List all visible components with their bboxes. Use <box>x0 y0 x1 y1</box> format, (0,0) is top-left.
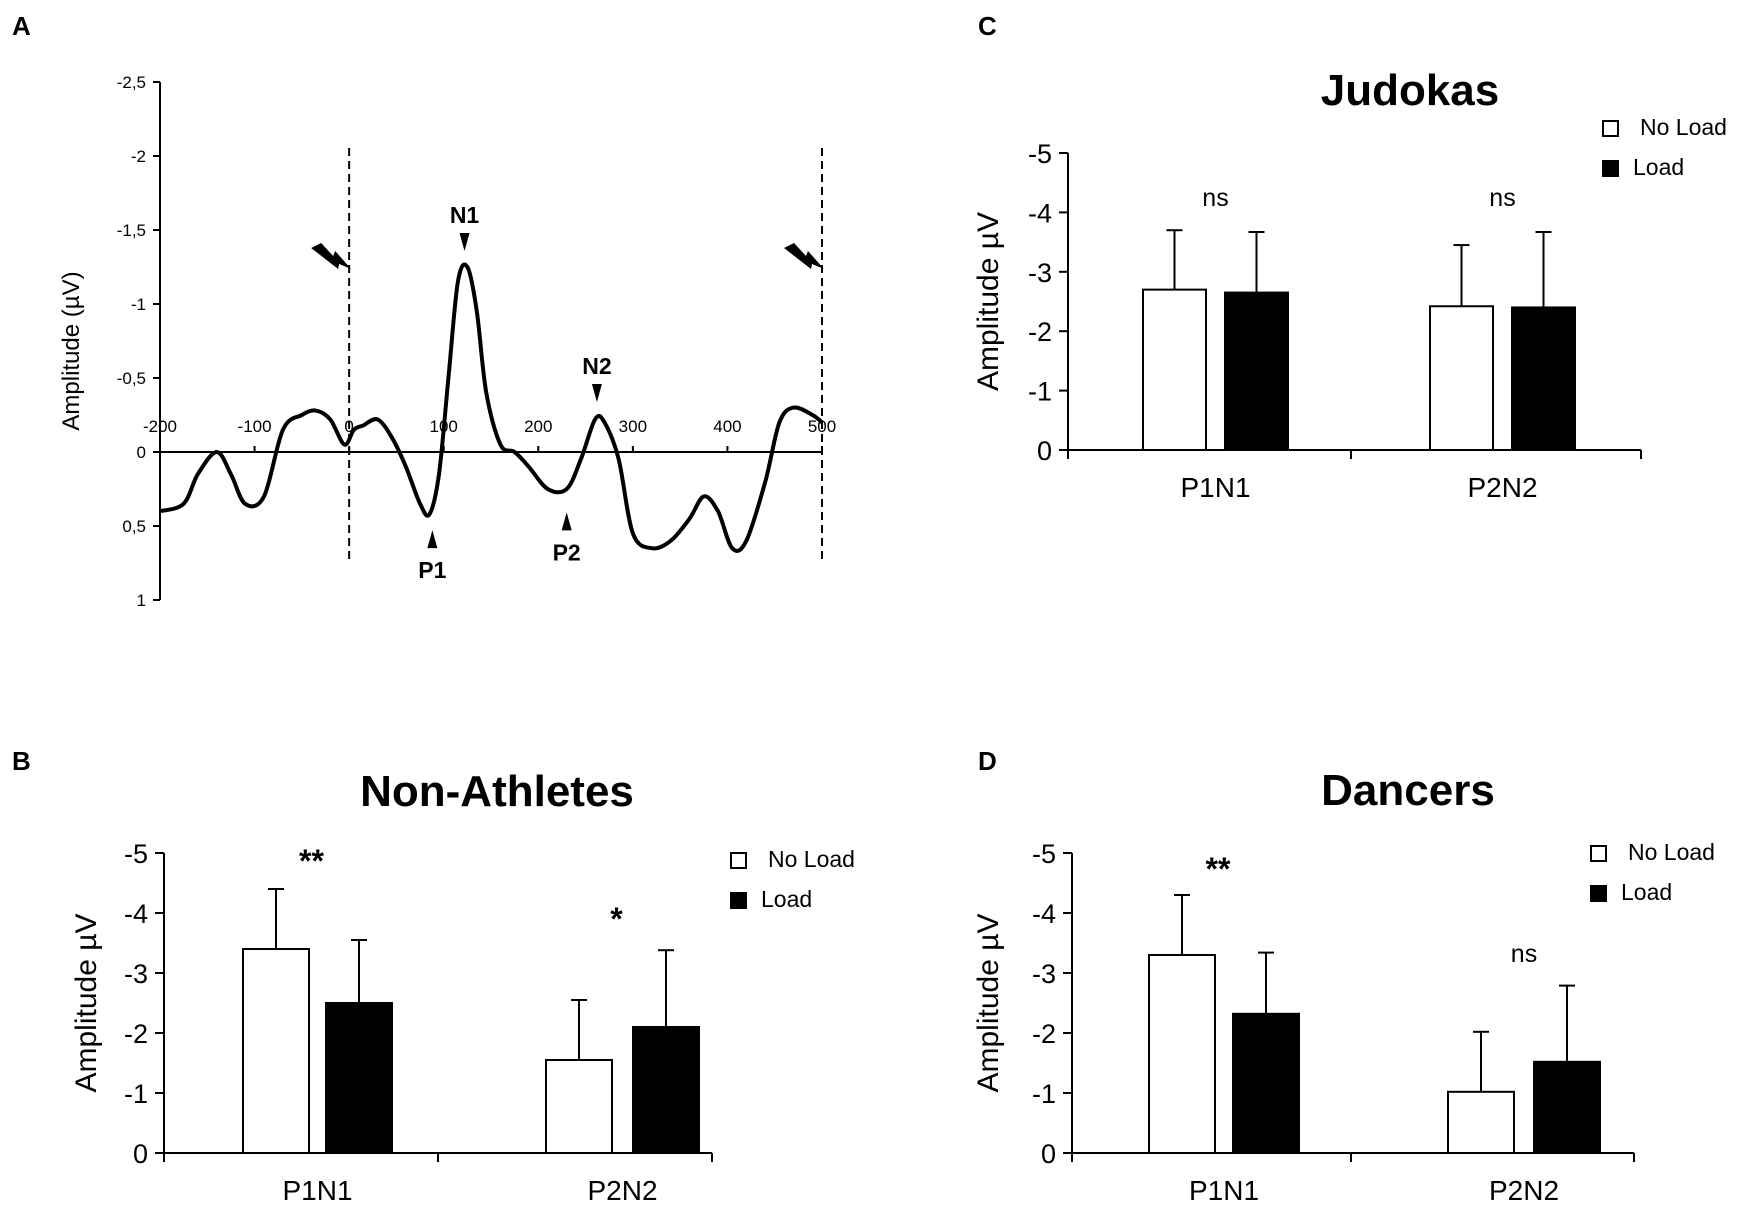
legend-swatch-load <box>1590 885 1607 902</box>
bar-no-load-p1n1 <box>1142 288 1207 451</box>
legend-swatch-no-load <box>1602 120 1619 137</box>
y-tick-label: -1 <box>131 295 146 314</box>
significance-label: * <box>610 901 623 937</box>
bar-load-p2n2 <box>1533 1060 1601 1155</box>
peak-arrow-icon <box>591 383 602 402</box>
y-tick-label: -3 <box>1028 258 1052 288</box>
x-tick-label: 200 <box>524 417 552 436</box>
y-tick-label: -0,5 <box>117 369 146 388</box>
y-tick-label: -1 <box>1028 377 1052 407</box>
y-tick-label: -4 <box>1032 899 1056 929</box>
panel-letter-a: A <box>12 11 31 41</box>
y-tick-label: -4 <box>1028 198 1052 228</box>
bar-load-p2n2 <box>1511 306 1576 451</box>
legend-swatch-no-load <box>730 852 747 869</box>
chart-title: Non-Athletes <box>360 767 634 816</box>
erp-waveform-line <box>159 262 824 553</box>
y-tick-label: -3 <box>124 959 148 989</box>
panel-d: D Dancers -5 -4 -3 -2 -1 0 Amplitude µV P1N1 ** P2N… <box>972 746 1715 1206</box>
bar-no-load-p2n2 <box>1429 305 1494 452</box>
y-tick-label: -2 <box>1032 1019 1056 1049</box>
y-tick-label: -1 <box>124 1079 148 1109</box>
x-tick-label: -100 <box>238 417 272 436</box>
category-label-p1n1: P1N1 <box>1180 472 1250 503</box>
y-tick-label: -3 <box>1032 959 1056 989</box>
legend-label-no-load: No Load <box>768 846 855 872</box>
y-tick-label: 0 <box>133 1139 148 1169</box>
y-tick-label: -5 <box>1028 139 1052 169</box>
chart-title: Judokas <box>1321 66 1500 115</box>
y-axis-label: Amplitude µV <box>972 913 1005 1092</box>
x-tick-label: -200 <box>143 417 177 436</box>
category-label-p2n2: P2N2 <box>1489 1175 1559 1206</box>
y-tick-label: -1 <box>1032 1079 1056 1109</box>
y-tick-label: -4 <box>124 899 148 929</box>
y-tick-label: -2 <box>124 1019 148 1049</box>
peak-label-n2: N2 <box>582 353 611 379</box>
panel-letter-c: C <box>978 11 997 41</box>
y-tick-label: 0,5 <box>122 517 146 536</box>
significance-label: ns <box>1202 184 1228 212</box>
y-tick-label: -2 <box>1028 317 1052 347</box>
lightning-bolt-icon <box>784 243 824 269</box>
bar-load-p1n1 <box>1232 1012 1300 1154</box>
lightning-bolt-icon <box>311 243 352 269</box>
y-tick-label: 0 <box>137 443 146 462</box>
category-label-p2n2: P2N2 <box>1467 472 1537 503</box>
significance-label: ** <box>299 843 324 879</box>
legend-label-load: Load <box>1633 154 1684 180</box>
legend-swatch-no-load <box>1590 845 1607 862</box>
bar-no-load-p2n2 <box>1447 1090 1515 1155</box>
peak-arrow-icon <box>459 233 470 251</box>
y-tick-label: -5 <box>124 839 148 869</box>
bar-no-load-p2n2 <box>545 1059 613 1154</box>
panel-letter-d: D <box>978 746 997 776</box>
x-tick-label: 300 <box>619 417 647 436</box>
peak-arrow-icon <box>427 530 438 549</box>
bar-load-p2n2 <box>632 1026 700 1154</box>
x-tick-label: 400 <box>713 417 741 436</box>
bar-no-load-p1n1 <box>242 948 310 1154</box>
y-tick-label: -2,5 <box>117 73 146 92</box>
bar-load-p1n1 <box>325 1002 393 1154</box>
legend-label-no-load: No Load <box>1640 114 1727 140</box>
y-axis-label: Amplitude (µV) <box>58 271 85 430</box>
peak-label-p1: P1 <box>418 557 446 583</box>
category-label-p2n2: P2N2 <box>587 1175 657 1206</box>
category-label-p1n1: P1N1 <box>282 1175 352 1206</box>
peak-label-p2: P2 <box>553 539 581 565</box>
y-tick-label: -2 <box>131 147 146 166</box>
significance-label: ns <box>1489 184 1515 212</box>
legend-label-load: Load <box>1621 879 1672 905</box>
y-tick-label: 0 <box>1037 436 1052 466</box>
legend-label-load: Load <box>761 886 812 912</box>
bar-no-load-p1n1 <box>1148 954 1216 1154</box>
panel-letter-b: B <box>12 746 31 776</box>
chart-title: Dancers <box>1321 766 1495 815</box>
legend-swatch-load <box>730 892 747 909</box>
panel-b: B Non-Athletes -5 -4 -3 -2 -1 0 Amplitude µV P1N1… <box>12 746 855 1206</box>
legend-label-no-load: No Load <box>1628 839 1715 865</box>
y-axis-label: Amplitude µV <box>70 913 103 1092</box>
y-tick-label: -5 <box>1032 839 1056 869</box>
significance-label: ** <box>1206 851 1231 887</box>
legend-swatch-load <box>1602 160 1619 177</box>
bar-load-p1n1 <box>1224 291 1289 451</box>
y-tick-label: 1 <box>137 591 146 610</box>
y-tick-label: -1,5 <box>117 221 146 240</box>
significance-label: ns <box>1511 940 1537 968</box>
y-tick-label: 0 <box>1041 1139 1056 1169</box>
y-axis-label: Amplitude µV <box>972 212 1005 391</box>
panel-c: C Judokas -5 -4 -3 -2 -1 0 Amplitude µV P1N1 ns P2N… <box>972 11 1727 503</box>
category-label-p1n1: P1N1 <box>1189 1175 1259 1206</box>
peak-label-n1: N1 <box>450 202 480 228</box>
peak-arrow-icon <box>561 512 572 531</box>
panel-a: A-2,5-2-1,5-1-0,500,51-200-1000100200300… <box>12 11 836 610</box>
